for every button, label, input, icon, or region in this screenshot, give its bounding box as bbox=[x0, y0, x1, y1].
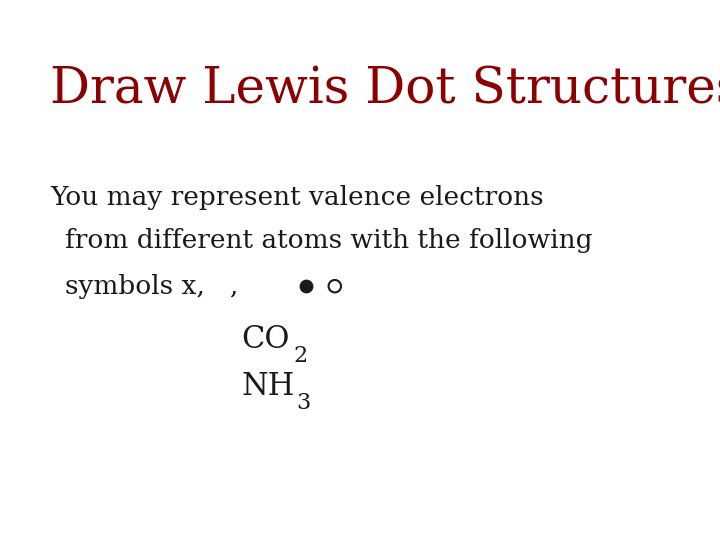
Text: 3: 3 bbox=[297, 392, 311, 414]
Text: CO: CO bbox=[241, 325, 289, 355]
Point bbox=[300, 282, 312, 291]
Point bbox=[329, 282, 341, 291]
Text: from different atoms with the following: from different atoms with the following bbox=[65, 228, 593, 253]
Text: Draw Lewis Dot Structures: Draw Lewis Dot Structures bbox=[50, 65, 720, 114]
Text: symbols x,   ,: symbols x, , bbox=[65, 274, 238, 299]
Text: NH: NH bbox=[241, 372, 294, 402]
Text: You may represent valence electrons: You may represent valence electrons bbox=[50, 185, 544, 210]
Text: 2: 2 bbox=[293, 345, 307, 367]
